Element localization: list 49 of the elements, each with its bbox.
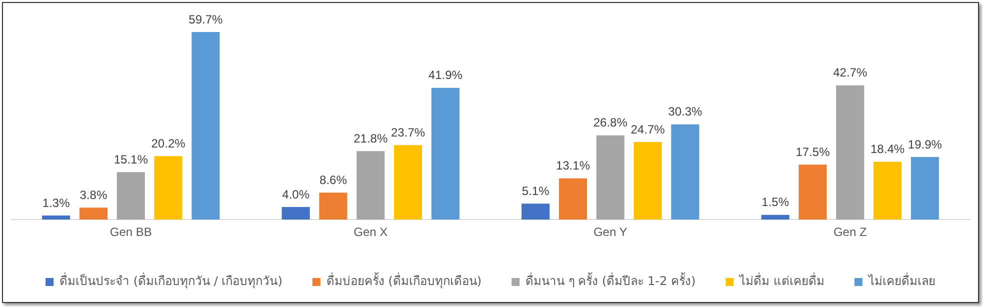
data-label: 8.6% [320, 172, 348, 187]
data-label: 23.7% [391, 125, 426, 140]
bar [910, 157, 939, 220]
x-tick-label: Gen Y [593, 225, 628, 240]
data-label: 24.7% [630, 122, 666, 136]
bar [42, 216, 70, 220]
data-label: 41.9% [428, 68, 463, 82]
x-tick-label: Gen BB [110, 225, 152, 240]
data-label: 1.5% [762, 195, 790, 210]
legend-label: ไม่เคยดื่มเลย [867, 272, 936, 288]
legend-label: ไม่ดื่ม แต่เคยดื่ม [738, 272, 824, 288]
data-label: 30.3% [668, 104, 703, 119]
data-label: 1.3% [42, 196, 70, 210]
bar [154, 156, 182, 220]
data-label: 4.0% [282, 187, 310, 202]
legend-label: ดื่มเป็นประจำ (ดื่มเกือบทุกวัน / เกือบทุกวัน) [60, 272, 282, 290]
data-label: 42.7% [833, 66, 868, 80]
bar [558, 178, 587, 220]
bar [356, 151, 385, 220]
data-label: 5.1% [522, 184, 550, 198]
bar [431, 88, 460, 220]
bar [874, 162, 902, 220]
bar [192, 32, 220, 220]
bar [836, 85, 864, 220]
bar [798, 164, 827, 220]
data-label: 3.8% [80, 188, 108, 202]
x-tick-label: Gen X [354, 225, 388, 240]
legend-label: ดื่มนาน ๆ ครั้ง (ดื่มปีละ 1-2 ครั้ง) [526, 272, 696, 288]
bar [319, 192, 348, 220]
data-label: 19.9% [908, 137, 942, 152]
data-label: 13.1% [556, 158, 590, 173]
data-label: 15.1% [114, 152, 148, 166]
bar [761, 214, 790, 220]
x-tick-label: Gen Z [833, 225, 867, 240]
bar [79, 208, 108, 220]
bar [116, 172, 145, 220]
bar [634, 142, 662, 220]
bar [596, 135, 624, 220]
bar [671, 124, 700, 220]
data-label: 59.7% [188, 12, 224, 26]
bar [394, 145, 422, 220]
data-label: 26.8% [593, 116, 628, 130]
data-label: 18.4% [870, 142, 905, 156]
data-label: 21.8% [354, 131, 388, 146]
data-label: 20.2% [151, 136, 186, 150]
bar [282, 207, 310, 220]
bar [522, 204, 550, 220]
data-label: 17.5% [796, 144, 830, 159]
legend-label: ดื่มบ่อยครั้ง (ดื่มเกือบทุกเดือน) [326, 272, 482, 290]
